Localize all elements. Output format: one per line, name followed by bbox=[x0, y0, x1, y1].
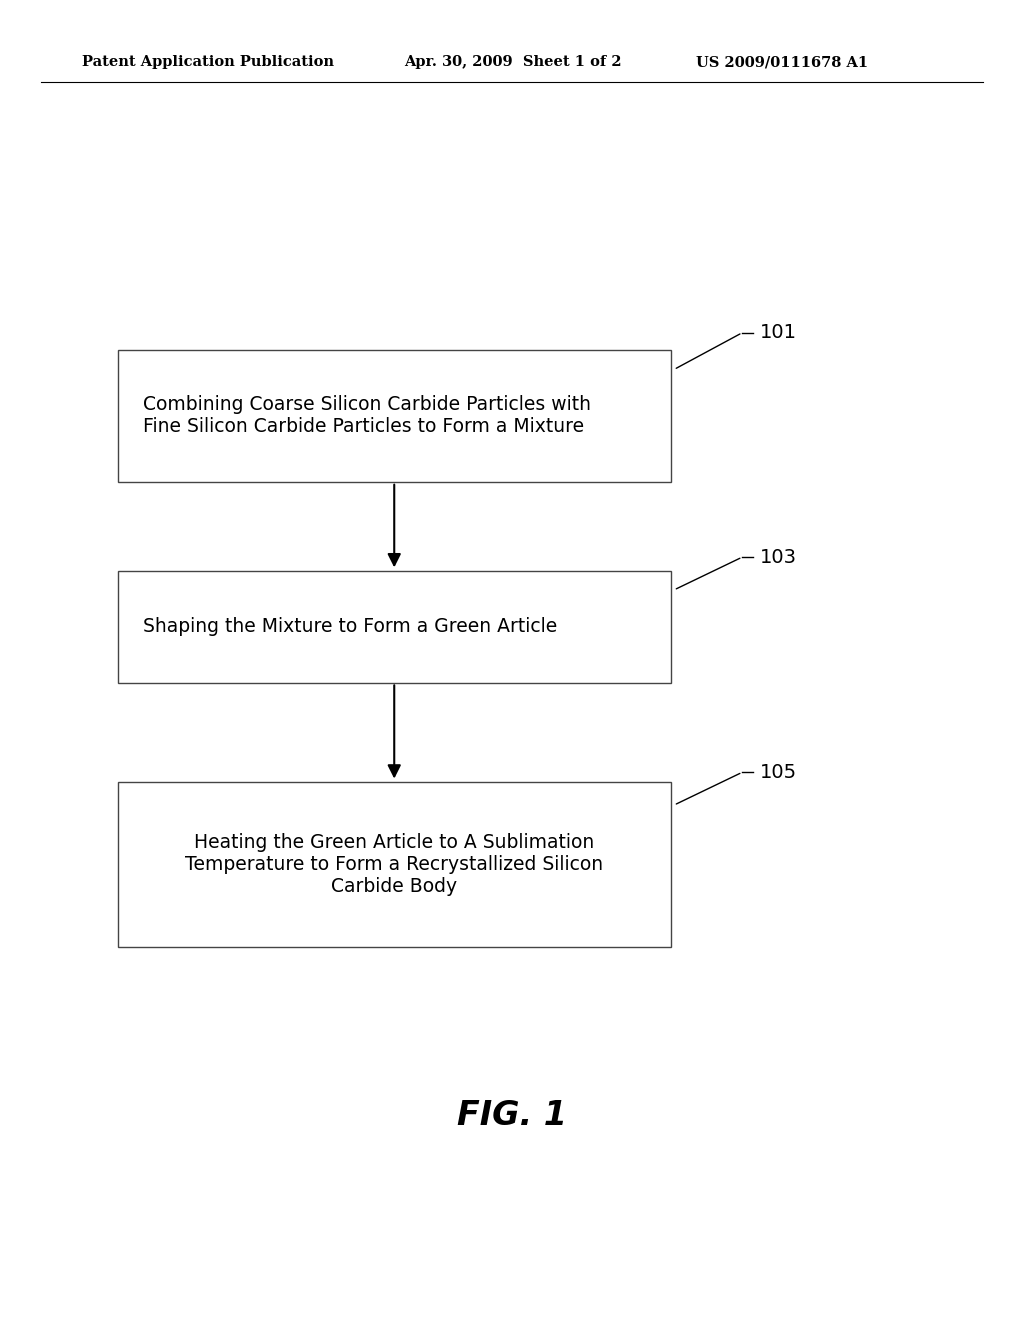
Text: Apr. 30, 2009  Sheet 1 of 2: Apr. 30, 2009 Sheet 1 of 2 bbox=[404, 55, 623, 70]
Text: Patent Application Publication: Patent Application Publication bbox=[82, 55, 334, 70]
Bar bbox=[118, 570, 671, 682]
Bar bbox=[118, 350, 671, 482]
Text: Shaping the Mixture to Form a Green Article: Shaping the Mixture to Form a Green Arti… bbox=[143, 618, 558, 636]
Text: Heating the Green Article to A Sublimation
Temperature to Form a Recrystallized : Heating the Green Article to A Sublimati… bbox=[185, 833, 603, 896]
Text: FIG. 1: FIG. 1 bbox=[457, 1098, 567, 1133]
Text: Combining Coarse Silicon Carbide Particles with
Fine Silicon Carbide Particles t: Combining Coarse Silicon Carbide Particl… bbox=[143, 395, 592, 437]
Bar bbox=[118, 781, 671, 948]
Text: 101: 101 bbox=[760, 323, 797, 342]
Text: US 2009/0111678 A1: US 2009/0111678 A1 bbox=[696, 55, 868, 70]
Text: 103: 103 bbox=[760, 548, 797, 566]
Text: 105: 105 bbox=[760, 763, 797, 781]
